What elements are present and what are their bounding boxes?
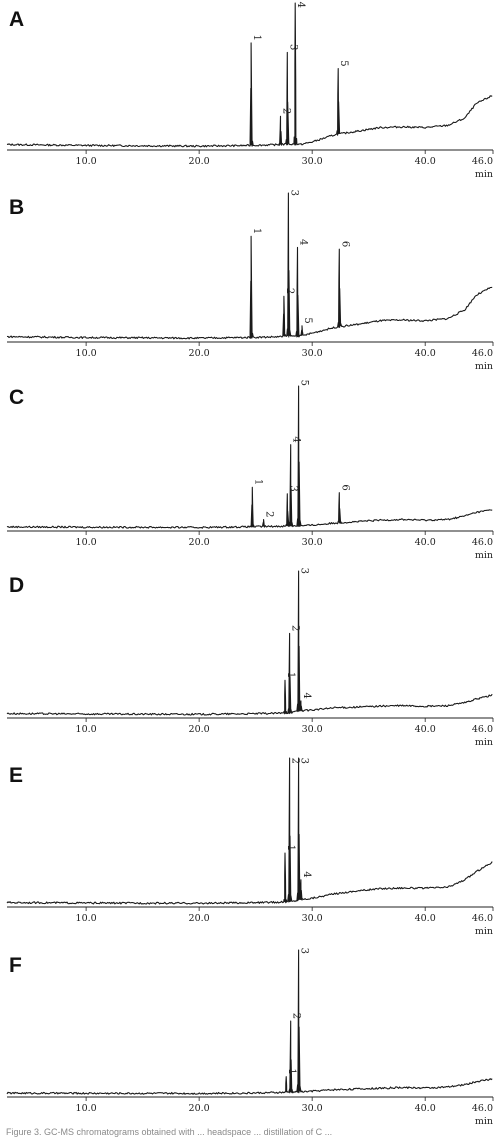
x-tick-label: 10.0 <box>76 348 97 359</box>
x-tick-label: 30.0 <box>302 724 323 735</box>
peak-label: 2 <box>290 758 301 764</box>
x-tick-label: 40.0 <box>415 1103 436 1114</box>
peak-label: 4 <box>298 239 309 245</box>
x-tick-label: 20.0 <box>189 348 210 359</box>
x-tick-label: 20.0 <box>189 537 210 548</box>
x-tick-label: 10.0 <box>76 537 97 548</box>
x-tick-label: 46.0 <box>472 1103 493 1114</box>
peak-label: 3 <box>299 568 310 574</box>
peak-label: 2 <box>264 511 275 517</box>
chromatogram-trace-D <box>6 570 493 716</box>
x-tick-label: 40.0 <box>415 724 436 735</box>
x-tick-label: 46.0 <box>472 156 493 167</box>
x-tick-label: 46.0 <box>472 537 493 548</box>
chromatogram-trace-B <box>6 192 493 340</box>
x-axis-label: min <box>475 169 493 180</box>
x-tick-label: 40.0 <box>415 156 436 167</box>
panel-E: E 10.0 20.0 30.0 40.0 46.0 min 1 23 4 <box>6 757 494 937</box>
x-tick-label: 40.0 <box>415 348 436 359</box>
chromatogram-trace-E <box>6 757 493 905</box>
peak-label: 3 <box>288 190 299 196</box>
peak-label: 4 <box>295 2 306 8</box>
peak-label: 3 <box>299 758 310 764</box>
panel-B: B 10.0 20.0 30.0 40.0 46.0 min 1 2 3 4 5 6 <box>6 190 494 372</box>
x-tick-label: 20.0 <box>189 913 210 924</box>
peak-label: 5 <box>302 317 313 323</box>
peak-label: 2 <box>290 625 301 631</box>
x-axis-label: min <box>475 926 493 937</box>
panel-letter: B <box>9 196 24 219</box>
panel-D: D 10.0 20.0 30.0 40.0 46.0 min 1 2 3 4 <box>6 568 494 748</box>
x-tick-label: 20.0 <box>189 156 210 167</box>
panel-C: C 10.0 20.0 30.0 40.0 46.0 min 1 2 3 4 5 6 <box>6 380 494 561</box>
x-tick-label: 20.0 <box>189 724 210 735</box>
x-tick-label: 46.0 <box>472 724 493 735</box>
x-tick-label: 10.0 <box>76 1103 97 1114</box>
peak-label: 1 <box>251 228 262 234</box>
x-tick-label: 10.0 <box>76 156 97 167</box>
panel-letter: F <box>9 954 22 977</box>
x-axis-label: min <box>475 550 493 561</box>
peak-label: 1 <box>285 672 296 678</box>
peak-label: 5 <box>338 60 349 66</box>
x-tick-label: 10.0 <box>76 913 97 924</box>
x-tick-label: 20.0 <box>189 1103 210 1114</box>
peak-label: 2 <box>281 108 292 114</box>
figure-caption: Figure 3. GC-MS chromatograms obtained w… <box>6 1127 332 1137</box>
peak-label: 2 <box>284 288 295 294</box>
peak-label: 3 <box>287 485 298 491</box>
x-tick-label: 46.0 <box>472 913 493 924</box>
x-axis-label: min <box>475 737 493 748</box>
peak-label: 6 <box>339 484 350 490</box>
chromatogram-trace-C <box>6 385 493 529</box>
peak-label: 4 <box>291 436 302 442</box>
x-tick-label: 30.0 <box>302 913 323 924</box>
panel-letter: A <box>9 8 24 31</box>
peak-label: 1 <box>285 845 296 851</box>
peak-label: 5 <box>299 380 310 386</box>
peak-label: 2 <box>291 1013 302 1019</box>
panel-F: F 10.0 20.0 30.0 40.0 46.0 min 1 2 3 <box>6 948 494 1127</box>
peak-label: 1 <box>286 1068 297 1074</box>
panel-letter: C <box>9 386 24 409</box>
x-tick-label: 46.0 <box>472 348 493 359</box>
panel-A: A 10.0 20.0 30.0 40.0 46.0 min 1 2 3 4 5 <box>6 2 494 180</box>
chromatogram-trace-A <box>6 2 493 148</box>
peak-label: 3 <box>299 948 310 954</box>
peak-label: 1 <box>252 479 263 485</box>
x-tick-label: 40.0 <box>415 537 436 548</box>
x-tick-label: 10.0 <box>76 724 97 735</box>
x-tick-label: 30.0 <box>302 537 323 548</box>
x-axis-label: min <box>475 361 493 372</box>
panel-letter: E <box>9 764 23 787</box>
panel-letter: D <box>9 574 24 597</box>
peak-label: 1 <box>251 35 262 41</box>
peak-label: 4 <box>301 693 312 699</box>
x-tick-label: 30.0 <box>302 348 323 359</box>
peak-label: 3 <box>287 44 298 50</box>
x-axis-label: min <box>475 1116 493 1127</box>
chromatogram-trace-F <box>6 949 493 1095</box>
peak-label: 6 <box>339 241 350 247</box>
x-tick-label: 30.0 <box>302 1103 323 1114</box>
peak-label: 4 <box>301 871 312 877</box>
x-tick-label: 30.0 <box>302 156 323 167</box>
x-tick-label: 40.0 <box>415 913 436 924</box>
